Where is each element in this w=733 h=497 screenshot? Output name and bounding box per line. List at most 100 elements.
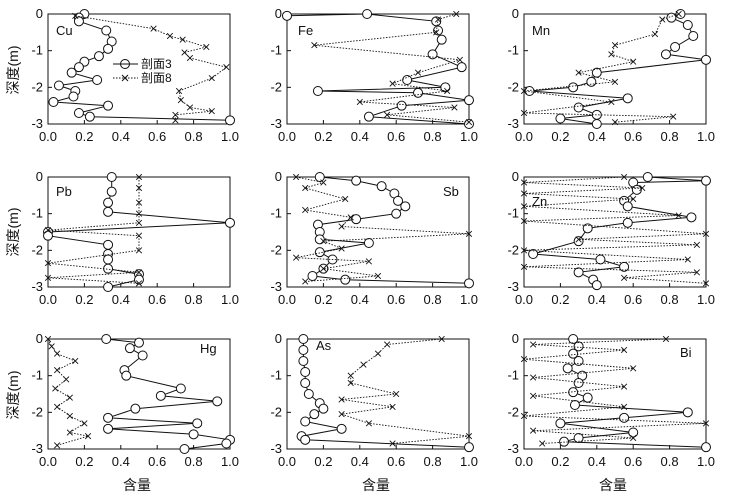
series-line-剖面8 bbox=[523, 176, 707, 284]
y-tick-label: 0 bbox=[512, 331, 519, 346]
plot-frame bbox=[523, 338, 707, 450]
y-tick-label: -2 bbox=[31, 79, 43, 94]
data-point-剖面3 bbox=[568, 82, 579, 93]
x-tick-label: 0.0 bbox=[278, 292, 296, 307]
data-point-剖面8 bbox=[320, 238, 327, 245]
plot-frame bbox=[286, 176, 470, 288]
data-point-剖面3 bbox=[568, 334, 579, 344]
x-tick-label: 0.2 bbox=[551, 454, 569, 469]
data-point-剖面3 bbox=[351, 175, 362, 186]
data-point-剖面3 bbox=[464, 95, 474, 106]
x-tick-label: 1.0 bbox=[221, 454, 239, 469]
data-point-剖面8 bbox=[520, 356, 528, 363]
data-point-剖面8 bbox=[662, 335, 670, 343]
data-point-剖面3 bbox=[92, 75, 103, 85]
data-point-剖面8 bbox=[135, 280, 143, 287]
data-point-剖面3 bbox=[573, 341, 584, 352]
series-line-剖面3 bbox=[300, 339, 470, 448]
data-point-剖面3 bbox=[298, 345, 309, 355]
data-point-剖面8 bbox=[66, 429, 73, 436]
data-point-剖面8 bbox=[172, 111, 179, 118]
data-point-剖面8 bbox=[611, 78, 619, 85]
x-tick-label: 1.0 bbox=[460, 129, 478, 144]
data-point-剖面8 bbox=[608, 98, 615, 106]
data-point-剖面3 bbox=[582, 223, 593, 234]
x-tick-label: 0.2 bbox=[75, 129, 93, 144]
x-tick-label: 0.0 bbox=[278, 454, 296, 469]
data-point-剖面3 bbox=[103, 239, 114, 250]
data-point-剖面3 bbox=[336, 423, 347, 434]
y-tick-label: 0 bbox=[512, 6, 519, 21]
data-point-剖面3 bbox=[103, 423, 114, 434]
y-tick-label: -1 bbox=[31, 206, 43, 221]
data-point-剖面8 bbox=[179, 36, 186, 43]
data-point-剖面8 bbox=[684, 256, 691, 263]
x-tick-label: 0.0 bbox=[278, 129, 296, 144]
data-point-剖面8 bbox=[374, 350, 382, 357]
data-point-剖面3 bbox=[464, 442, 474, 453]
x-tick-label: 0.6 bbox=[148, 454, 166, 469]
data-point-剖面3 bbox=[666, 12, 677, 23]
data-point-剖面3 bbox=[134, 274, 144, 285]
data-point-剖面3 bbox=[93, 51, 104, 62]
data-point-剖面8 bbox=[702, 230, 710, 237]
data-point-剖面8 bbox=[338, 223, 345, 230]
x-tick-label: 0.4 bbox=[588, 292, 606, 307]
data-point-剖面8 bbox=[702, 280, 710, 287]
data-point-剖面8 bbox=[135, 173, 143, 181]
data-point-剖面8 bbox=[302, 278, 309, 285]
series-line-剖面8 bbox=[341, 338, 470, 444]
x-tick-label: 0.4 bbox=[351, 292, 369, 307]
data-point-剖面3 bbox=[137, 350, 148, 361]
data-point-剖面8 bbox=[360, 361, 367, 368]
data-point-剖面3 bbox=[591, 280, 602, 291]
data-point-剖面3 bbox=[582, 392, 593, 403]
x-tick-label: 0.4 bbox=[112, 454, 130, 469]
x-tick-label: 0.0 bbox=[515, 292, 533, 307]
data-point-剖面8 bbox=[44, 335, 52, 343]
data-point-剖面8 bbox=[223, 64, 230, 71]
x-tick-label: 0.0 bbox=[39, 292, 57, 307]
data-point-剖面3 bbox=[103, 206, 114, 217]
data-point-剖面8 bbox=[520, 203, 528, 210]
y-tick-label: -1 bbox=[507, 206, 519, 221]
y-tick-label: -2 bbox=[507, 242, 519, 257]
data-point-剖面3 bbox=[464, 278, 474, 289]
series-line-剖面3 bbox=[529, 13, 707, 125]
data-point-剖面8 bbox=[438, 335, 445, 343]
y-tick-label: 0 bbox=[36, 169, 43, 184]
data-point-剖面8 bbox=[166, 32, 174, 40]
data-point-剖面3 bbox=[298, 334, 309, 344]
y-tick-label: -3 bbox=[507, 441, 519, 456]
data-point-剖面3 bbox=[73, 108, 84, 118]
y-tick-label: 0 bbox=[275, 331, 282, 346]
data-point-剖面3 bbox=[393, 195, 404, 206]
y-tick-label: -2 bbox=[507, 79, 519, 94]
data-point-剖面3 bbox=[318, 403, 329, 414]
data-point-剖面3 bbox=[413, 87, 424, 98]
panel-label-Cu: Cu bbox=[56, 23, 73, 38]
series-line-剖面8 bbox=[75, 15, 228, 121]
data-point-剖面3 bbox=[555, 113, 566, 124]
data-point-剖面8 bbox=[433, 29, 440, 36]
data-point-剖面8 bbox=[383, 111, 391, 118]
x-axis-title-col-2: 含量 bbox=[362, 477, 390, 493]
data-point-剖面3 bbox=[221, 438, 232, 449]
data-point-剖面8 bbox=[702, 420, 710, 427]
data-point-剖面8 bbox=[389, 80, 396, 87]
y-tick-label: -2 bbox=[270, 242, 282, 257]
data-point-剖面8 bbox=[639, 184, 646, 192]
data-point-剖面3 bbox=[300, 434, 311, 445]
data-point-剖面3 bbox=[363, 111, 374, 122]
plot-frame bbox=[523, 13, 707, 125]
data-point-剖面8 bbox=[620, 173, 628, 181]
data-point-剖面3 bbox=[309, 409, 320, 420]
data-point-剖面3 bbox=[362, 9, 373, 19]
data-point-剖面3 bbox=[573, 356, 584, 366]
data-point-剖面3 bbox=[225, 115, 235, 126]
y-axis-title-row-1: 深度(m) bbox=[5, 46, 21, 95]
data-point-剖面8 bbox=[208, 108, 215, 115]
x-tick-label: 0.6 bbox=[387, 454, 405, 469]
x-tick-label: 1.0 bbox=[221, 129, 239, 144]
data-point-剖面3 bbox=[103, 43, 114, 54]
